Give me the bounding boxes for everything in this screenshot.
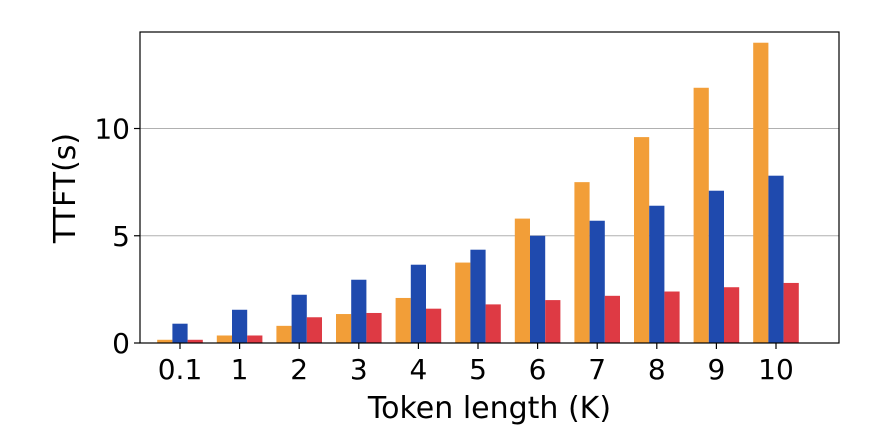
- x-tick-label-8: 8: [648, 353, 666, 386]
- bar-series2-10: [768, 175, 784, 343]
- bar-series2-2: [291, 294, 307, 343]
- bars-layer: [157, 42, 799, 344]
- bar-series3-6: [545, 300, 561, 343]
- bar-series1-10: [753, 42, 769, 343]
- bar-series1-7: [574, 182, 590, 343]
- x-tick-label-3: 3: [350, 353, 368, 386]
- bar-series2-0.1: [172, 323, 188, 343]
- bar-series2-3: [351, 279, 367, 343]
- x-tick-label-10: 10: [758, 353, 794, 386]
- x-tick-label-5: 5: [469, 353, 487, 386]
- y-tick-label-5: 5: [112, 220, 130, 253]
- plot-frame: [139, 31, 840, 344]
- bar-series1-6: [514, 218, 530, 343]
- x-tick-label-9: 9: [707, 353, 725, 386]
- bar-series1-4: [395, 297, 411, 343]
- x-tick-label-7: 7: [588, 353, 606, 386]
- x-axis-label: Token length (K): [367, 391, 611, 426]
- bar-series1-1: [216, 335, 232, 343]
- x-tick-label-4: 4: [409, 353, 427, 386]
- bar-series3-3: [366, 312, 382, 343]
- bar-series2-9: [708, 190, 724, 343]
- y-tick-label-10: 10: [94, 113, 130, 146]
- bar-series1-2: [276, 325, 292, 343]
- bar-series1-3: [336, 314, 352, 343]
- ticks-layer: 0 5 10 0.1 1 2 3 4 5 6 7 8 9 10: [94, 113, 793, 386]
- x-tick-label-1: 1: [231, 353, 249, 386]
- bar-series3-2: [306, 317, 322, 343]
- y-axis-label: TTFT(s): [48, 133, 83, 244]
- bar-series1-0.1: [157, 339, 173, 343]
- bar-series1-8: [634, 137, 650, 343]
- bar-series2-5: [470, 249, 486, 343]
- bar-series2-4: [410, 264, 426, 343]
- bar-series3-1: [247, 335, 263, 343]
- bar-series3-4: [426, 308, 442, 343]
- y-tick-label-0: 0: [112, 327, 130, 360]
- bar-series1-5: [455, 262, 471, 343]
- bar-series3-7: [604, 295, 620, 343]
- bar-series2-6: [530, 235, 546, 343]
- bar-series3-9: [724, 287, 740, 343]
- x-tick-label-2: 2: [290, 353, 308, 386]
- grid-layer: [140, 128, 839, 237]
- bar-series1-9: [693, 87, 709, 344]
- x-tick-label-6: 6: [529, 353, 547, 386]
- bar-series2-7: [589, 220, 605, 343]
- bar-series3-10: [783, 282, 799, 343]
- bar-series2-8: [649, 205, 665, 343]
- bar-series3-5: [485, 304, 501, 343]
- x-tick-label-0.1: 0.1: [158, 353, 203, 386]
- bar-series3-0.1: [187, 339, 203, 343]
- bar-series3-8: [664, 291, 680, 343]
- bar-series2-1: [232, 309, 248, 343]
